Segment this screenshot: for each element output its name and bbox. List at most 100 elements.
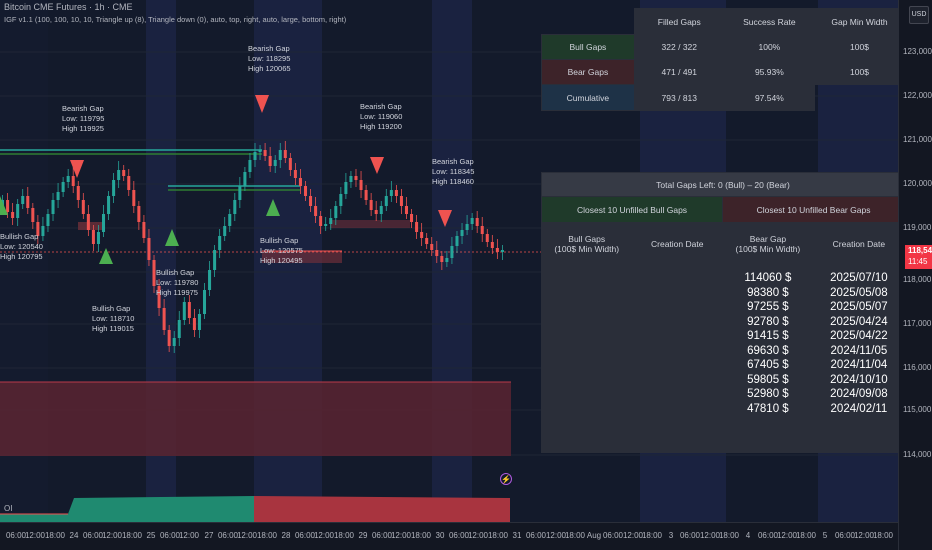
time-tick: 18:00 <box>121 531 143 540</box>
candle <box>46 214 50 226</box>
time-tick: 18:00 <box>795 531 817 540</box>
col-header: Gap Min Width <box>813 8 906 35</box>
time-tick: 18:00 <box>487 531 509 540</box>
candle <box>147 238 151 260</box>
gap-annotation: Bearish Gap Low: 119795 High 119925 <box>62 104 105 133</box>
bear-triangle <box>370 157 384 174</box>
candle <box>233 200 237 214</box>
col-bear-gaps: Bear Gap (100$ Min Width) <box>722 222 814 265</box>
candle <box>470 218 474 224</box>
time-tick: 06:00 <box>525 531 547 540</box>
candle <box>96 232 100 244</box>
candle <box>66 176 70 182</box>
price-tick: 120,000 <box>903 179 932 188</box>
total-gaps-title: Total Gaps Left: 0 (Bull) – 20 (Bear) <box>541 172 905 197</box>
indicator-title[interactable]: IGF v1.1 (100, 100, 10, 10, Triangle up … <box>4 15 347 24</box>
time-tick: 06:00 <box>294 531 316 540</box>
candle <box>319 216 323 226</box>
bull-triangle <box>99 248 113 264</box>
candle <box>500 250 504 252</box>
row-label-bull: Bull Gaps <box>541 34 635 60</box>
lightning-icon[interactable]: ⚡ <box>500 473 512 485</box>
candle <box>465 224 469 230</box>
time-tick: Aug <box>586 531 602 540</box>
time-tick: 12:00 <box>390 531 412 540</box>
candle <box>81 200 85 214</box>
currency-button[interactable]: USD <box>909 6 929 24</box>
candle <box>309 196 313 206</box>
cell <box>814 85 904 111</box>
candle <box>41 226 45 236</box>
candle <box>61 182 65 192</box>
candle <box>218 236 222 250</box>
candle <box>243 172 247 186</box>
price-tick: 117,000 <box>903 319 932 328</box>
candle <box>223 226 227 236</box>
candle <box>137 206 141 222</box>
candle <box>182 302 186 320</box>
candle <box>268 156 272 166</box>
candle <box>339 194 343 206</box>
candle <box>86 214 90 230</box>
bear-triangle <box>70 160 84 178</box>
price-tick: 116,000 <box>903 363 932 372</box>
candle <box>455 236 459 246</box>
time-tick: 25 <box>146 531 156 540</box>
time-tick: 06:00 <box>679 531 701 540</box>
symbol-title[interactable]: Bitcoin CME Futures · 1h · CME <box>4 2 133 12</box>
time-tick: 06:00 <box>371 531 393 540</box>
time-axis[interactable]: 06:00 12:00 18:00 24 06:00 12:00 18:00 25 06:00 1… <box>0 522 898 550</box>
candle <box>127 176 131 190</box>
candle <box>238 186 242 200</box>
candle <box>460 230 464 236</box>
candle <box>415 222 419 232</box>
candle <box>253 152 257 160</box>
candle <box>142 222 146 238</box>
candle <box>369 200 373 210</box>
candle <box>490 242 494 248</box>
time-tick: 06:00 <box>757 531 779 540</box>
time-tick: 18:00 <box>718 531 740 540</box>
cell: 100% <box>723 34 815 60</box>
candle <box>420 232 424 238</box>
price-tick: 121,000 <box>903 135 932 144</box>
candle <box>71 176 75 186</box>
candle <box>112 180 116 196</box>
candle <box>273 160 277 166</box>
time-tick: 12:00 <box>101 531 123 540</box>
candle <box>51 200 55 214</box>
candle <box>404 206 408 214</box>
candle <box>430 244 434 250</box>
time-tick: 06:00 <box>5 531 27 540</box>
candle <box>172 338 176 346</box>
candle <box>425 238 429 244</box>
candle <box>107 196 111 214</box>
time-tick: 06:00 <box>217 531 239 540</box>
price-tick: 115,000 <box>903 405 932 414</box>
candle <box>374 210 378 214</box>
candle <box>31 208 35 222</box>
time-tick: 4 <box>745 531 751 540</box>
candle <box>475 218 479 226</box>
candle <box>410 214 414 222</box>
gap-annotation: Bullish Gap Low: 118710 High 119015 <box>92 304 135 333</box>
price-axis[interactable]: 123,000 122,000 121,000 120,000 119,000 … <box>898 0 932 550</box>
unfilled-gaps-table: Total Gaps Left: 0 (Bull) – 20 (Bear) Cl… <box>540 172 906 453</box>
row-label-bear: Bear Gaps <box>541 59 635 85</box>
candle <box>329 218 333 224</box>
candle <box>6 200 10 212</box>
candle <box>167 330 171 346</box>
gap-annotation: Bullish Gap Low: 120575 High 120495 <box>260 236 303 265</box>
candle <box>248 160 252 172</box>
oi-oscillator[interactable] <box>0 496 510 522</box>
candle <box>298 178 302 186</box>
candle <box>258 150 262 152</box>
candle <box>399 196 403 206</box>
price-tick: 118,000 <box>903 275 932 284</box>
time-tick: 18:00 <box>872 531 894 540</box>
candle <box>480 226 484 234</box>
candle <box>102 214 106 232</box>
candle <box>187 302 191 318</box>
candle <box>56 192 60 200</box>
candle <box>303 186 308 196</box>
